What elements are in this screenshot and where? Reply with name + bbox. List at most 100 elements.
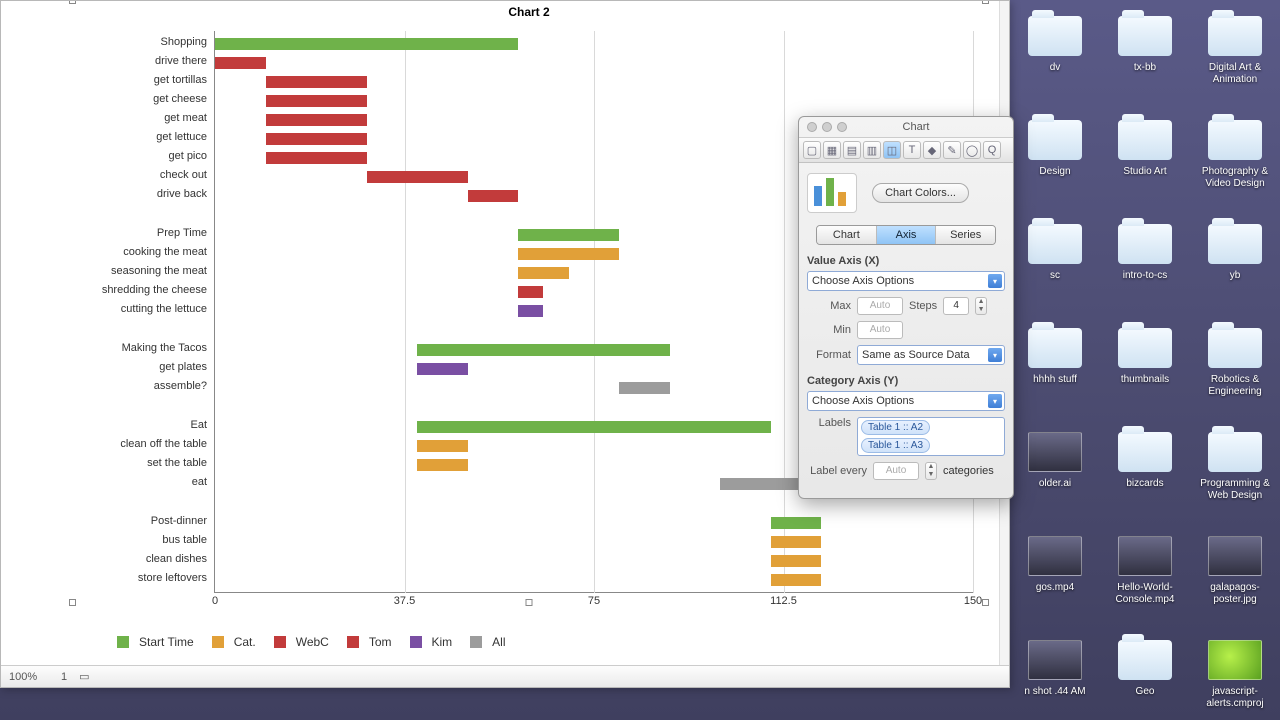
desktop-icon[interactable]: Robotics & Engineering [1192,322,1278,426]
chart-bar[interactable] [518,286,543,298]
desktop-icon-label: gos.mp4 [1036,582,1074,594]
chart-bar[interactable] [518,229,619,241]
desktop-icon[interactable]: n shot .44 AM [1012,634,1098,720]
selection-handle[interactable] [982,599,989,606]
chart-bar[interactable] [367,171,468,183]
row-label: clean off the table [75,438,215,450]
label-every-input[interactable]: Auto [873,462,919,480]
steps-stepper[interactable]: ▲▼ [975,297,987,315]
x-tick-label: 75 [588,595,600,607]
chart-bar[interactable] [266,114,367,126]
chart-bar[interactable] [771,574,822,586]
x-tick-label: 37.5 [394,595,415,607]
graphics-inspector-icon[interactable]: ◆ [923,141,941,159]
hyperlink-inspector-icon[interactable]: ◯ [963,141,981,159]
tab-series[interactable]: Series [936,226,995,244]
chart-bar[interactable] [266,133,367,145]
chart-colors-button[interactable]: Chart Colors... [872,183,969,203]
desktop-icon[interactable]: yb [1192,218,1278,322]
desktop-icon[interactable]: Photography & Video Design [1192,114,1278,218]
label-token[interactable]: Table 1 :: A3 [861,438,930,453]
desktop-icon[interactable]: Design [1012,114,1098,218]
cell-inspector-icon[interactable]: ▥ [863,141,881,159]
desktop-icon[interactable]: tx-bb [1102,10,1188,114]
table-inspector-icon[interactable]: ▤ [843,141,861,159]
selection-handle[interactable] [69,599,76,606]
desktop-icon[interactable]: galapagos-poster.jpg [1192,530,1278,634]
zoom-level[interactable]: 100% [9,671,49,683]
metrics-inspector-icon[interactable]: ✎ [943,141,961,159]
category-axis-options-select[interactable]: Choose Axis Options ▾ [807,391,1005,411]
text-inspector-icon[interactable]: T [903,141,921,159]
chart-title: Chart 2 [73,5,985,19]
value-axis-options-select[interactable]: Choose Axis Options ▾ [807,271,1005,291]
desktop-icon[interactable]: sc [1012,218,1098,322]
selection-handle[interactable] [69,1,76,4]
zoom-icon[interactable] [837,122,847,132]
chart-bar[interactable] [417,363,468,375]
desktop-icon[interactable]: Geo [1102,634,1188,720]
desktop-icon[interactable]: bizcards [1102,426,1188,530]
desktop-icon[interactable]: Hello-World-Console.mp4 [1102,530,1188,634]
chart-bar[interactable] [771,517,822,529]
label-token[interactable]: Table 1 :: A2 [861,420,930,435]
chart-bar[interactable] [215,57,266,69]
desktop-icon[interactable]: gos.mp4 [1012,530,1098,634]
label-every-stepper[interactable]: ▲▼ [925,462,937,480]
chart-inspector-panel[interactable]: Chart ▢ ▦ ▤ ▥ ◫ T ◆ ✎ ◯ Q Chart Colors..… [798,116,1014,499]
desktop-icon[interactable]: Studio Art [1102,114,1188,218]
chart-bar[interactable] [771,555,822,567]
min-input[interactable]: Auto [857,321,903,339]
format-select[interactable]: Same as Source Data ▾ [857,345,1005,365]
desktop-icon[interactable]: hhhh stuff [1012,322,1098,426]
chart-bar[interactable] [619,382,670,394]
categories-suffix: categories [943,465,994,477]
chart-bar[interactable] [266,152,367,164]
chart-bar[interactable] [518,267,569,279]
chart-type-swatch[interactable] [807,173,857,213]
desktop-icon[interactable]: Digital Art & Animation [1192,10,1278,114]
page-icon: ▭ [79,670,89,683]
chart-bar[interactable] [417,459,468,471]
close-icon[interactable] [807,122,817,132]
quicktime-inspector-icon[interactable]: Q [983,141,1001,159]
desktop-icon-label: yb [1230,270,1241,282]
desktop-icon-label: dv [1050,62,1061,74]
chart-bar[interactable] [215,38,518,50]
desktop-icon[interactable]: Programming & Web Design [1192,426,1278,530]
minimize-icon[interactable] [822,122,832,132]
legend-label: Start Time [139,635,194,649]
desktop-icon[interactable]: older.ai [1012,426,1098,530]
labels-token-field[interactable]: Table 1 :: A2 Table 1 :: A3 [857,417,1005,456]
sheet-inspector-icon[interactable]: ▦ [823,141,841,159]
chart-bar[interactable] [266,76,367,88]
desktop-icon[interactable]: dv [1012,10,1098,114]
chart-bar[interactable] [468,190,519,202]
chart-bar[interactable] [518,248,619,260]
desktop-icon[interactable]: intro-to-cs [1102,218,1188,322]
steps-input[interactable]: 4 [943,297,969,315]
chart-bar[interactable] [417,440,468,452]
document-inspector-icon[interactable]: ▢ [803,141,821,159]
desktop-icon[interactable]: thumbnails [1102,322,1188,426]
format-label: Format [807,349,851,361]
chevron-down-icon: ▾ [988,394,1002,408]
chart-bar[interactable] [518,305,543,317]
chart-bar[interactable] [266,95,367,107]
selection-handle[interactable] [982,1,989,4]
legend-swatch [212,636,224,648]
inspector-tab-segmented[interactable]: Chart Axis Series [816,225,996,245]
desktop-icon-label: hhhh stuff [1033,374,1077,386]
inspector-titlebar[interactable]: Chart [799,117,1013,137]
chart-bar[interactable] [417,344,670,356]
desktop-icon[interactable]: javascript-alerts.cmproj [1192,634,1278,720]
chart-bar[interactable] [771,536,822,548]
chart-inspector-icon[interactable]: ◫ [883,141,901,159]
max-input[interactable]: Auto [857,297,903,315]
tab-axis[interactable]: Axis [877,226,937,244]
row-label: bus table [75,534,215,546]
row-label: set the table [75,457,215,469]
chart-bar[interactable] [417,421,771,433]
tab-chart[interactable]: Chart [817,226,877,244]
row-label: get pico [75,150,215,162]
